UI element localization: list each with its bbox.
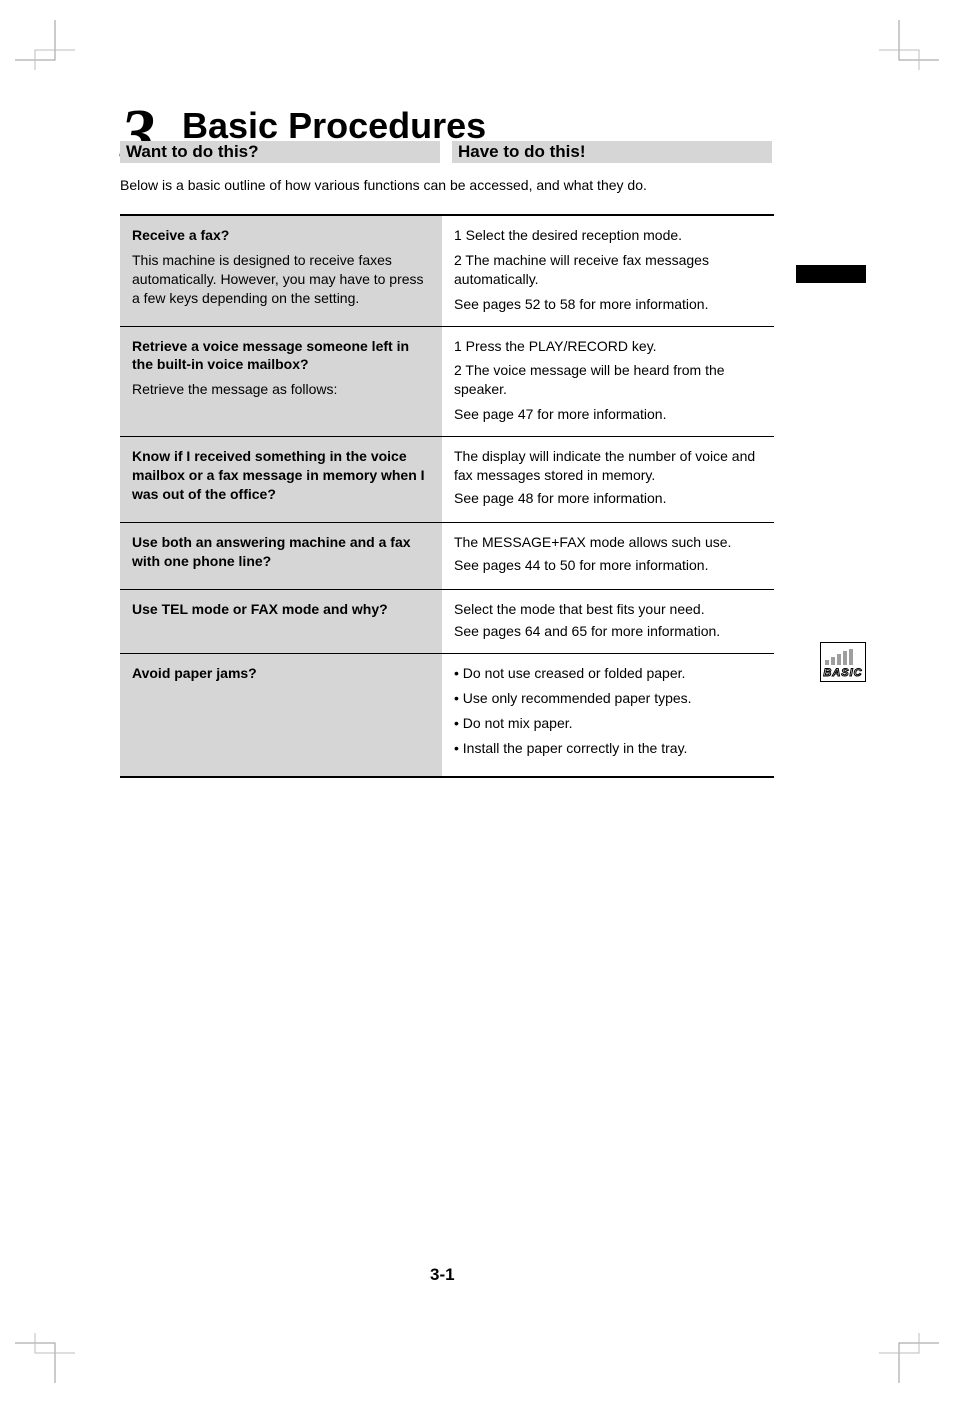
table-row: Avoid paper jams? • Do not use creased o… <box>120 654 774 777</box>
crop-mark-tl <box>15 20 75 70</box>
step: • Use only recommended paper types. <box>454 689 762 708</box>
reference: See pages 44 to 50 for more information. <box>454 556 762 575</box>
table-row: Know if I received something in the voic… <box>120 437 774 523</box>
step: 2 The machine will receive fax messages … <box>454 251 762 289</box>
procedures-table: Receive a fax? This machine is designed … <box>120 214 774 778</box>
answer: Select the mode that best fits your need… <box>454 600 762 619</box>
page-number: 3-1 <box>430 1265 455 1285</box>
step: • Do not use creased or folded paper. <box>454 664 762 683</box>
reference: See page 48 for more information. <box>454 489 762 508</box>
table-row: Use TEL mode or FAX mode and why? Select… <box>120 589 774 654</box>
answer: Retrieve the message as follows: <box>132 380 430 399</box>
crop-mark-bl <box>15 1333 75 1383</box>
step: 1 Select the desired reception mode. <box>454 226 762 245</box>
question: Retrieve a voice message someone left in… <box>132 337 430 375</box>
answer: The MESSAGE+FAX mode allows such use. <box>454 533 762 552</box>
reference: See pages 52 to 58 for more information. <box>454 295 762 314</box>
section-tab <box>796 265 866 283</box>
question: Receive a fax? <box>132 226 430 245</box>
table-row: Retrieve a voice message someone left in… <box>120 326 774 437</box>
step: 1 Press the PLAY/RECORD key. <box>454 337 762 356</box>
column-header-left: Want to do this? <box>120 141 440 163</box>
table-row: Use both an answering machine and a fax … <box>120 522 774 589</box>
answer: The display will indicate the number of … <box>454 447 762 485</box>
intro-text: Below is a basic outline of how various … <box>120 176 774 195</box>
reference: See pages 64 and 65 for more information… <box>454 622 762 641</box>
question: Use both an answering machine and a fax … <box>132 533 430 571</box>
answer: This machine is designed to receive faxe… <box>132 251 430 308</box>
basic-badge-label: BASIC <box>821 667 865 679</box>
reference: See page 47 for more information. <box>454 405 762 424</box>
chapter-number: 3 <box>120 95 155 175</box>
step: • Install the paper correctly in the tra… <box>454 739 762 758</box>
column-header-right: Have to do this! <box>452 141 772 163</box>
table-row: Receive a fax? This machine is designed … <box>120 215 774 326</box>
crop-mark-tr <box>879 20 939 70</box>
question: Avoid paper jams? <box>132 664 430 683</box>
question: Know if I received something in the voic… <box>132 447 430 504</box>
question: Use TEL mode or FAX mode and why? <box>132 600 430 619</box>
basic-badge: BASIC <box>820 642 866 682</box>
crop-mark-br <box>879 1333 939 1383</box>
step: • Do not mix paper. <box>454 714 762 733</box>
step: 2 The voice message will be heard from t… <box>454 361 762 399</box>
